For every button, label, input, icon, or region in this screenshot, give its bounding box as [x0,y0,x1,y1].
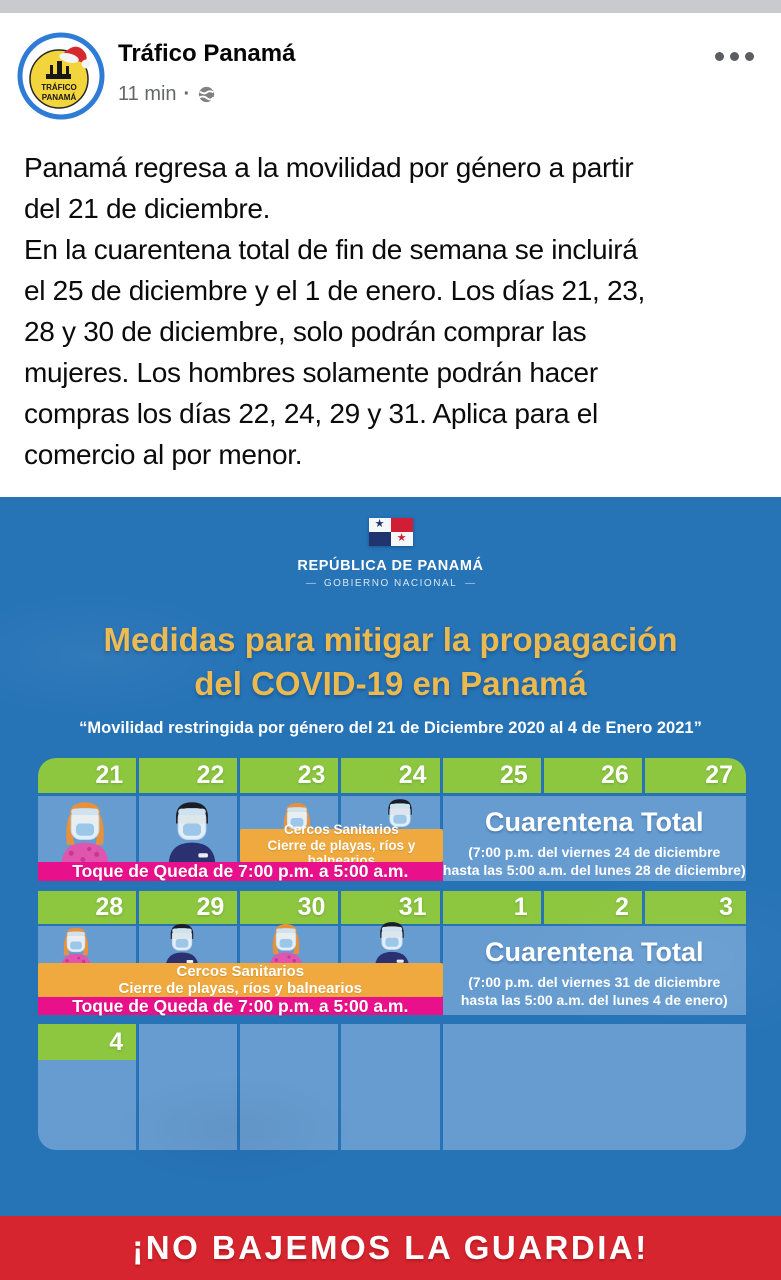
post-text-line: En la cuarentena total de fin de semana … [24,234,638,265]
post-text: Panamá regresa a la movilidad por género… [24,147,764,475]
person-man-icon [368,919,416,969]
sanitary-banner: Cercos Sanitarios Cierre de playas, ríos… [240,822,443,868]
post-text-line: Panamá regresa a la movilidad por género… [24,152,634,183]
day-header: 30 [240,891,339,924]
person-man-icon [155,798,229,866]
empty-cell [442,1024,746,1150]
post-text-line: comercio al por menor. [24,439,303,470]
santa-hat-icon [59,46,91,69]
day-cell [38,1060,137,1150]
infographic-body: ★ ★ REPÚBLICA DE PANAMÁ — GOBIERNO NACION… [0,497,781,1216]
person-woman-icon [48,798,122,866]
page-name[interactable]: Tráfico Panamá [118,40,296,67]
gov-republic-label: REPÚBLICA DE PANAMÁ [297,558,484,574]
person-man-icon [158,921,206,969]
dot-icon [714,51,724,61]
attached-image[interactable]: ★ ★ REPÚBLICA DE PANAMÁ — GOBIERNO NACION… [0,497,781,1280]
more-options-button[interactable] [706,42,762,70]
day-header: 28 [38,891,137,924]
svg-text:PANAMÁ: PANAMÁ [42,93,77,102]
campaign-banner: ¡NO BAJEMOS LA GUARDIA! [0,1216,781,1280]
panama-flag-icon: ★ ★ [368,518,413,546]
day-header: 2 [543,891,642,924]
status-bar-strip [0,0,781,13]
page-avatar[interactable]: TRÁFICO PANAMÁ [17,32,105,120]
quarantine-detail: (7:00 p.m. del viernes 24 de diciembre h… [442,844,746,878]
post-time[interactable]: 11 min [118,83,177,105]
day-header: 22 [139,758,238,793]
day-header: 23 [240,758,339,793]
curfew-banner: Toque de Queda de 7:00 p.m. a 5:00 a.m. [38,861,443,881]
day-cell [341,1024,440,1150]
day-header: 25 [442,758,541,793]
globe-icon [197,85,217,104]
post-text-line: del 21 de diciembre. [24,193,271,224]
day-header: 21 [38,758,137,793]
day-header: 24 [341,758,440,793]
dot-icon [744,51,754,61]
day-header: 27 [644,758,746,793]
trafico-panama-logo-icon: TRÁFICO PANAMÁ [17,32,105,120]
sanitary-banner: Cercos Sanitarios Cierre de playas, ríos… [38,963,443,997]
day-header: 3 [644,891,746,924]
post-meta[interactable]: 11 min · [118,83,217,106]
curfew-banner: Toque de Queda de 7:00 p.m. a 5:00 a.m. [38,996,443,1016]
infographic-title: Medidas para mitigar la propagación del … [103,621,678,702]
post-text-line: mujeres. Los hombres solamente podrán ha… [24,357,598,388]
day-cell [139,1024,238,1150]
day-header: 26 [543,758,642,793]
infographic-subtitle: “Movilidad restringida por género del 21… [79,719,702,737]
quarantine-title: Cuarentena Total [485,937,704,967]
meta-separator: · [183,83,191,105]
quarantine-cell: Cuarentena Total (7:00 p.m. del viernes … [442,926,746,1015]
post-text-line: el 25 de diciembre y el 1 de enero. Los … [24,275,646,306]
day-header: 29 [139,891,238,924]
day-cell [240,1024,339,1150]
post-text-line: 28 y 30 de diciembre, solo podrán compra… [24,316,587,347]
svg-text:TRÁFICO: TRÁFICO [41,83,77,92]
day-header: 1 [442,891,541,924]
post-text-line: compras los días 22, 24, 29 y 31. Aplica… [24,398,598,429]
quarantine-cell: Cuarentena Total (7:00 p.m. del viernes … [442,796,746,881]
day-header: 4 [38,1024,137,1060]
restriction-calendar: 21 22 23 24 25 26 27 Cuarentena Total (7… [38,758,746,1150]
quarantine-title: Cuarentena Total [485,807,704,837]
dot-icon [729,51,739,61]
gov-national-label: — GOBIERNO NACIONAL — [305,578,476,589]
day-header: 31 [341,891,440,924]
person-woman-icon [262,921,310,969]
quarantine-detail: (7:00 p.m. del viernes 31 de diciembre h… [460,974,728,1008]
